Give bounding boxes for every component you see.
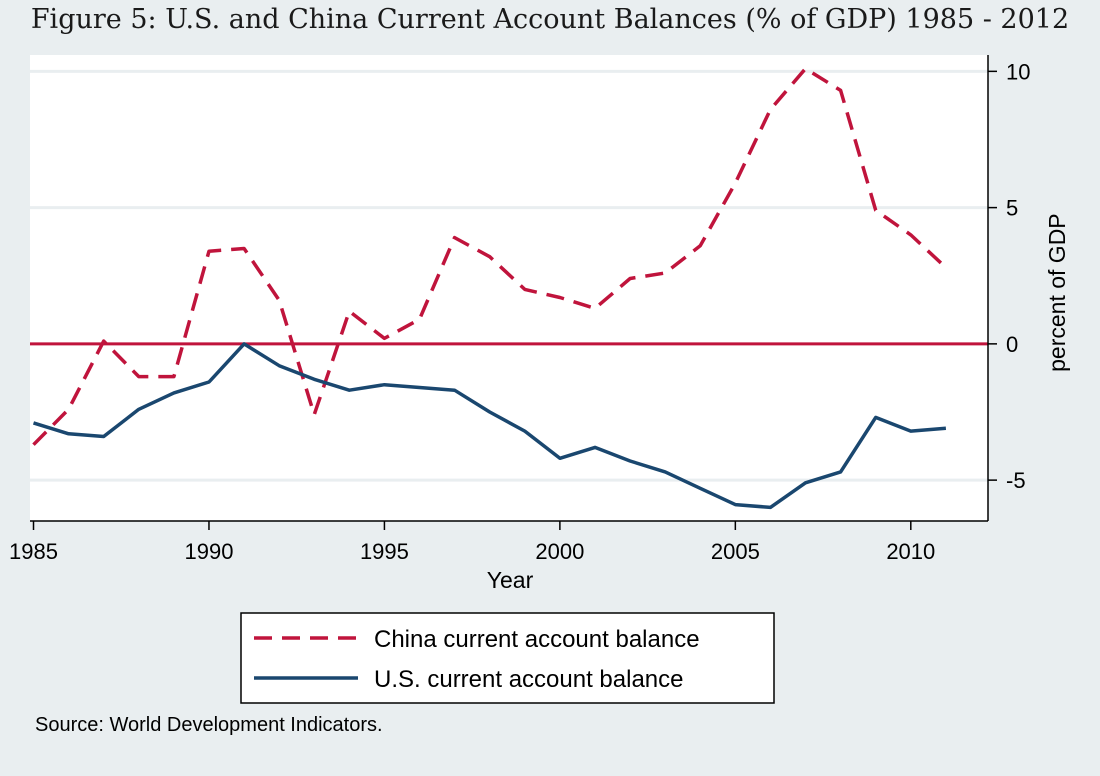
x-tick-label: 2005	[711, 539, 760, 564]
y-axis-label: percent of GDP	[1044, 213, 1070, 372]
legend: China current account balance U.S. curre…	[240, 612, 775, 704]
x-tick-label: 2000	[535, 539, 584, 564]
series-line-us	[32, 342, 947, 510]
x-tick-label: 1995	[360, 539, 409, 564]
plot-area	[30, 55, 988, 521]
y-tick-label: 0	[1006, 332, 1018, 357]
series-layer	[32, 66, 948, 510]
y-tick-label: 5	[1006, 196, 1018, 221]
figure-title: Figure 5: U.S. and China Current Account…	[30, 4, 1070, 35]
source-note: Source: World Development Indicators.	[35, 714, 383, 736]
x-tick-label: 2010	[886, 539, 935, 564]
y-tick-label: -5	[1006, 468, 1026, 493]
legend-label-us: U.S. current account balance	[374, 666, 684, 693]
axes: 1985 1990 1995 2000 2005 2010 -5 0 5 10 Year percen…	[9, 55, 1070, 593]
x-tick-label: 1985	[9, 539, 58, 564]
legend-label-china: China current account balance	[374, 626, 700, 653]
gridlines	[30, 69, 988, 482]
series-line-china	[32, 66, 948, 446]
y-tick-label: 10	[1006, 59, 1030, 84]
x-axis-label: Year	[487, 567, 534, 593]
legend-box	[240, 612, 775, 704]
x-tick-label: 1990	[184, 539, 233, 564]
